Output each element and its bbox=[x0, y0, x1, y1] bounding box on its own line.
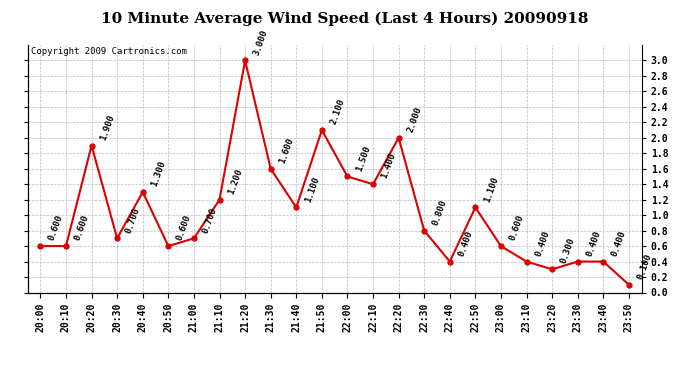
Text: 0.700: 0.700 bbox=[124, 206, 141, 234]
Text: 0.400: 0.400 bbox=[584, 229, 602, 257]
Text: 1.200: 1.200 bbox=[226, 167, 244, 195]
Text: 0.700: 0.700 bbox=[201, 206, 219, 234]
Text: 0.600: 0.600 bbox=[508, 214, 526, 242]
Text: 0.100: 0.100 bbox=[636, 252, 653, 280]
Text: 0.400: 0.400 bbox=[610, 229, 628, 257]
Text: 1.300: 1.300 bbox=[150, 159, 168, 188]
Text: 2.100: 2.100 bbox=[329, 98, 346, 126]
Text: 0.600: 0.600 bbox=[175, 214, 193, 242]
Text: Copyright 2009 Cartronics.com: Copyright 2009 Cartronics.com bbox=[30, 48, 186, 57]
Text: 0.600: 0.600 bbox=[73, 214, 90, 242]
Text: 0.600: 0.600 bbox=[48, 214, 65, 242]
Text: 1.600: 1.600 bbox=[277, 136, 295, 165]
Text: 1.900: 1.900 bbox=[99, 113, 116, 141]
Text: 0.400: 0.400 bbox=[533, 229, 551, 257]
Text: 1.100: 1.100 bbox=[482, 175, 500, 203]
Text: 0.300: 0.300 bbox=[559, 237, 577, 265]
Text: 1.100: 1.100 bbox=[303, 175, 321, 203]
Text: 0.800: 0.800 bbox=[431, 198, 448, 226]
Text: 1.400: 1.400 bbox=[380, 152, 397, 180]
Text: 2.000: 2.000 bbox=[406, 105, 423, 134]
Text: 10 Minute Average Wind Speed (Last 4 Hours) 20090918: 10 Minute Average Wind Speed (Last 4 Hou… bbox=[101, 11, 589, 26]
Text: 1.500: 1.500 bbox=[355, 144, 372, 172]
Text: 0.400: 0.400 bbox=[457, 229, 475, 257]
Text: 3.000: 3.000 bbox=[252, 28, 270, 56]
